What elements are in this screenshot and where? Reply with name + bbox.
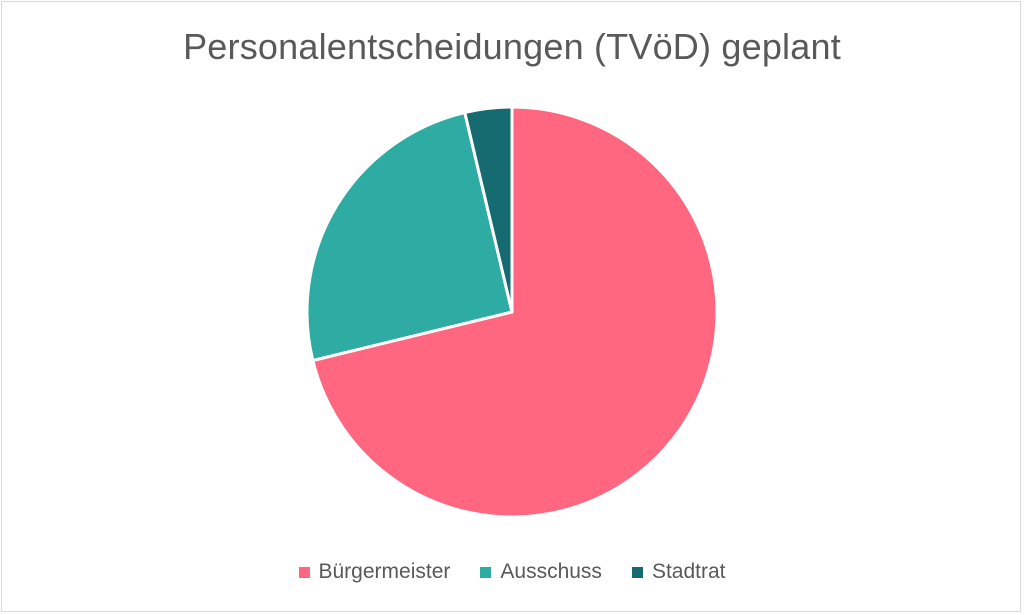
legend-label-buergermeister: Bürgermeister [318, 560, 451, 583]
pie-slices [305, 105, 719, 519]
legend-label-ausschuss: Ausschuss [500, 560, 602, 583]
legend-label-stadtrat: Stadtrat [651, 560, 726, 583]
pie-slice-buergermeister [311, 105, 719, 519]
pie-slice-ausschuss [305, 111, 514, 362]
chart-title: Personalentscheidungen (TVöD) geplant [183, 26, 841, 67]
legend-swatch-ausschuss [480, 566, 492, 578]
pie-slice-stadtrat [463, 105, 514, 314]
legend-swatch-buergermeister [298, 566, 310, 578]
legend-item-buergermeister: Bürgermeister [298, 560, 451, 584]
legend: Bürgermeister Ausschuss Stadtrat [0, 560, 1024, 584]
legend-item-ausschuss: Ausschuss [480, 560, 602, 584]
legend-swatch-stadtrat [631, 566, 643, 578]
legend-item-stadtrat: Stadtrat [631, 560, 726, 584]
